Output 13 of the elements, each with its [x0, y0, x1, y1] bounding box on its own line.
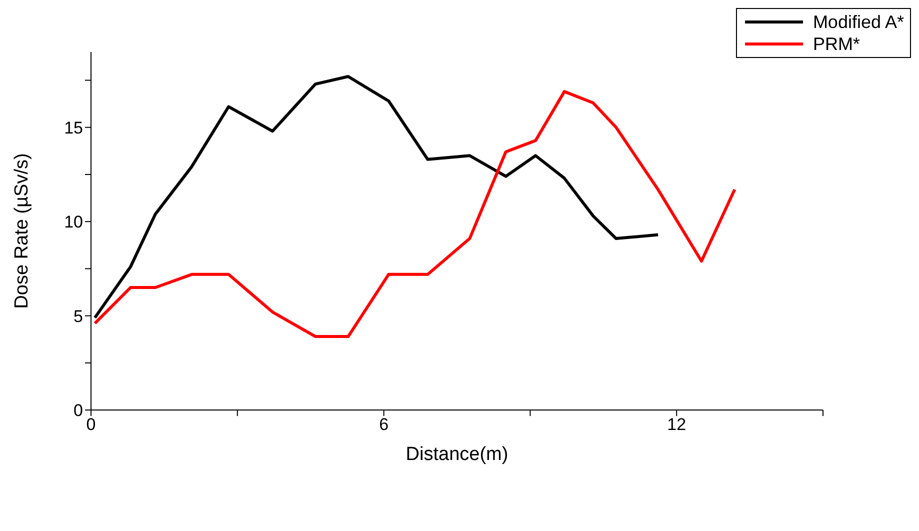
y-tick-label: 10: [64, 212, 83, 232]
line-series: [93, 74, 660, 320]
y-tick-label: 5: [74, 306, 83, 326]
legend-label: Modified A*: [812, 11, 904, 33]
x-tick-label: 12: [667, 415, 686, 434]
x-tick-label: 0: [86, 415, 96, 434]
x-tick-label: 6: [379, 415, 389, 434]
y-axis-title: Dose Rate (µSv/s): [12, 153, 33, 309]
legend-label: PRM*: [812, 33, 860, 55]
line-series: [93, 90, 736, 338]
y-tick-label: 15: [64, 118, 83, 138]
y-tick-label: 0: [74, 401, 83, 420]
x-axis-title: Distance(m): [406, 444, 508, 465]
